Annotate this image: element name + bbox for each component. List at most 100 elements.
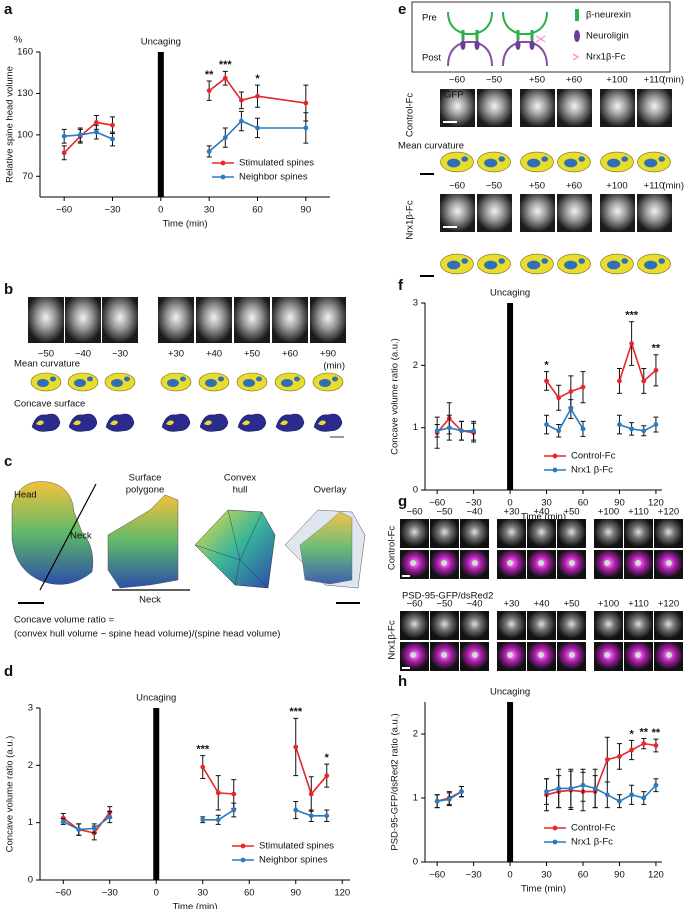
- data-point: [215, 817, 221, 823]
- data-point: [641, 741, 647, 746]
- significance-mark: **: [639, 726, 648, 738]
- concave-patch: [111, 379, 123, 387]
- neurexin: [461, 30, 465, 40]
- micrograph: [272, 297, 308, 343]
- data-point: [222, 135, 228, 141]
- x-tick-label: 60: [252, 205, 263, 216]
- data-point: [629, 792, 635, 798]
- y-tick-label: 70: [22, 171, 33, 182]
- time-label: +50: [563, 507, 579, 518]
- concave-patch: [578, 258, 585, 264]
- data-point: [604, 792, 610, 798]
- time-label: +50: [529, 181, 545, 192]
- postsynapse: [502, 41, 548, 67]
- step-title: Convex: [224, 473, 256, 484]
- y-tick-label: 1: [413, 422, 418, 433]
- panel-letter: a: [4, 1, 13, 18]
- significance-mark: **: [652, 727, 661, 739]
- panel-letter: b: [4, 281, 13, 298]
- annotation: Uncaging: [490, 288, 530, 299]
- neuroligin: [529, 40, 535, 50]
- psd95-spot: [441, 560, 447, 566]
- concave-patch: [621, 258, 628, 264]
- concave-patch: [318, 420, 326, 426]
- concave-surface: [31, 413, 61, 432]
- psd95-micrograph: [654, 519, 683, 548]
- data-point: [604, 757, 610, 762]
- annotation: Uncaging: [136, 693, 176, 704]
- concave-patch: [166, 420, 174, 426]
- time-label: +30: [503, 507, 519, 518]
- data-point: [459, 789, 464, 794]
- neurexin: [516, 30, 520, 40]
- time-unit: (min): [662, 181, 684, 192]
- x-tick-label: 30: [197, 888, 208, 899]
- neuroligin: [515, 40, 521, 50]
- data-point: [653, 367, 659, 373]
- legend-neuroligin: [574, 30, 580, 42]
- data-point: [556, 395, 562, 401]
- time-label: +60: [282, 349, 298, 360]
- x-tick-label: 90: [301, 205, 312, 216]
- concave-patch: [564, 158, 578, 168]
- panel-letter: g: [398, 493, 407, 510]
- data-point: [76, 827, 82, 832]
- y-tick-label: 160: [17, 47, 33, 58]
- legend-label: Nrx1 β-Fc: [571, 465, 613, 476]
- y-axis-label: Concave volume ratio (a.u.): [390, 338, 401, 455]
- x-tick-label: 120: [648, 498, 664, 509]
- micrograph: [28, 297, 64, 343]
- time-label: −50: [486, 75, 502, 86]
- time-label: +110: [628, 507, 649, 518]
- psd95-spot: [507, 560, 513, 566]
- data-point: [471, 428, 477, 434]
- data-point: [568, 389, 574, 394]
- series-line: [62, 809, 327, 831]
- significance-mark: *: [629, 728, 634, 740]
- significance-mark: **: [652, 343, 661, 355]
- data-point: [629, 426, 635, 432]
- legend-marker: [240, 843, 246, 849]
- data-point: [434, 428, 440, 434]
- concave-patch: [256, 376, 262, 382]
- data-point: [60, 815, 66, 821]
- x-axis-label: Time (min): [172, 902, 217, 909]
- concave-patch: [541, 156, 548, 162]
- data-point: [293, 807, 299, 813]
- psd95-spot: [472, 560, 478, 566]
- x-tick-label: −60: [429, 498, 445, 509]
- data-point: [629, 747, 635, 753]
- row-label: Concave surface: [14, 399, 85, 410]
- data-point: [303, 100, 309, 106]
- data-point: [641, 378, 647, 384]
- data-point: [308, 813, 314, 819]
- panel-letter: f: [398, 277, 404, 294]
- micrograph: [600, 194, 635, 232]
- x-axis-label: Time (min): [521, 512, 566, 523]
- data-point: [110, 122, 115, 128]
- data-point: [641, 428, 647, 434]
- micrograph: [477, 194, 512, 232]
- concave-patch: [319, 379, 331, 387]
- x-axis-label: Time (min): [521, 884, 566, 895]
- group-label: Control-Fc: [387, 526, 398, 571]
- presynapse: [502, 11, 548, 35]
- series-line: [63, 77, 306, 154]
- micrograph: [557, 89, 592, 127]
- time-label: −60: [449, 181, 465, 192]
- x-tick-label: 90: [614, 870, 625, 881]
- psd95-spot: [604, 560, 610, 566]
- psd95-spot: [666, 652, 672, 658]
- micrograph: [102, 297, 138, 343]
- significance-mark: ***: [289, 706, 303, 718]
- time-unit: (min): [323, 361, 345, 372]
- neuroligin: [460, 40, 466, 50]
- nrx-fc: [535, 35, 546, 43]
- neuroligin: [474, 40, 480, 50]
- annotation: Uncaging: [141, 37, 181, 48]
- x-tick-label: 0: [154, 888, 159, 899]
- legend-marker: [240, 857, 246, 863]
- data-point: [206, 88, 212, 94]
